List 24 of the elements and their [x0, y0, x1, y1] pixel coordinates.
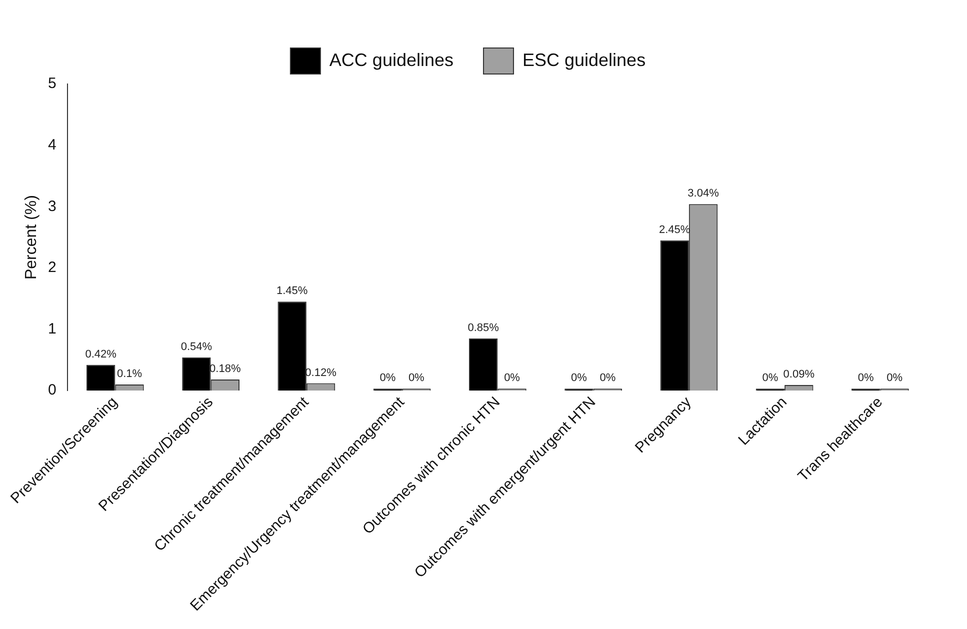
data-label: 0.54% — [180, 341, 212, 353]
data-label: 0% — [762, 372, 778, 384]
data-label: 0% — [858, 372, 874, 384]
data-label: 0.42% — [85, 348, 117, 360]
data-label: 0.09% — [783, 368, 815, 381]
legend-label: ACC guidelines — [329, 50, 454, 70]
data-label: 0% — [571, 372, 588, 384]
y-tick-label: 0 — [48, 382, 56, 399]
data-label: 0% — [504, 372, 520, 384]
data-label: 0% — [408, 372, 425, 384]
data-label: 3.04% — [688, 188, 720, 200]
data-label: 0% — [600, 372, 616, 384]
y-tick-label: 4 — [48, 136, 56, 154]
y-axis-title: Percent (%) — [22, 195, 40, 280]
y-tick-label: 1 — [48, 320, 56, 338]
data-label: 0% — [380, 372, 396, 384]
data-label: 0.1% — [116, 368, 142, 380]
y-tick-label: 3 — [48, 198, 56, 215]
legend-label: ESC guidelines — [522, 50, 646, 70]
data-label: 1.45% — [276, 285, 308, 298]
y-tick-label: 2 — [48, 259, 56, 276]
y-tick-label: 5 — [48, 75, 56, 92]
data-label: 0.85% — [468, 322, 500, 334]
data-label: 0% — [886, 372, 903, 384]
